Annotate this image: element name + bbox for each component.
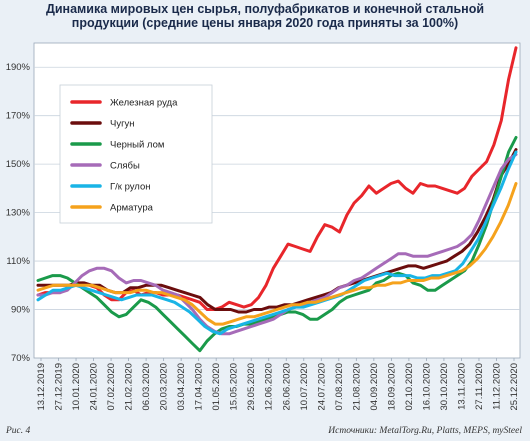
x-tick-label: 18.09.2020 — [386, 363, 397, 411]
figure-label: Рис. 4 — [6, 426, 31, 436]
title-line-2: продукции (средние цены января 2020 года… — [71, 16, 459, 30]
series-line-rebar — [36, 182, 518, 326]
x-tick-label: 25.12.2020 — [509, 363, 520, 411]
y-tick-label: 150% — [6, 159, 31, 170]
series-line-hrc — [36, 150, 518, 336]
legend-label: Слябы — [110, 161, 140, 172]
x-tick-label: 01.05.2020 — [211, 363, 222, 411]
x-tick-label: 30.10.2020 — [439, 363, 450, 411]
legend-label: Чугун — [110, 119, 135, 130]
legend-box — [59, 84, 213, 224]
x-tick-label: 26.06.2020 — [281, 363, 292, 411]
chart-title: Динамика мировых цен сырья, полуфабрикат… — [0, 2, 530, 30]
title-line-1: Динамика мировых цен сырья, полуфабрикат… — [45, 2, 485, 16]
legend-label: Черный лом — [110, 140, 164, 151]
x-tick-label: 02.10.2020 — [404, 363, 415, 411]
series-line-slabs — [36, 153, 518, 336]
x-tick-label: 29.05.2020 — [246, 363, 257, 411]
legend-label: Арматура — [110, 203, 154, 214]
x-tick-label: 27.11.2020 — [474, 363, 485, 410]
y-tick-label: 70% — [11, 353, 31, 364]
x-tick-label: 21.08.2020 — [351, 363, 362, 411]
x-tick-label: 03.04.2020 — [176, 363, 187, 411]
y-tick-label: 110% — [6, 256, 30, 267]
x-tick-label: 13.11.2020 — [456, 363, 467, 410]
y-tick-label: 170% — [6, 111, 31, 122]
x-tick-label: 10.07.2020 — [299, 363, 310, 411]
y-tick-label: 130% — [6, 208, 31, 219]
x-tick-label: 27.12.2019 — [54, 363, 65, 411]
x-tick-label: 16.10.2020 — [421, 363, 432, 411]
x-tick-label: 04.09.2020 — [369, 363, 380, 411]
x-tick-label: 20.03.2020 — [159, 363, 170, 411]
x-tick-label: 17.04.2020 — [194, 363, 205, 411]
sources-note: Источники: MetalTorg.Ru, Platts, MEPS, m… — [328, 426, 522, 436]
x-tick-label: 06.03.2020 — [141, 363, 152, 411]
y-tick-label: 90% — [11, 305, 31, 316]
x-tick-label: 11.12.2020 — [491, 363, 502, 410]
legend-label: Г/к рулон — [110, 182, 150, 193]
x-tick-label: 21.02.2020 — [124, 363, 135, 411]
x-tick-label: 10.01.2020 — [71, 363, 82, 411]
x-tick-label: 07.02.2020 — [106, 363, 117, 411]
x-tick-label: 15.05.2020 — [229, 363, 240, 411]
x-tick-label: 07.08.2020 — [334, 363, 345, 411]
x-tick-label: 12.06.2020 — [264, 363, 275, 411]
y-tick-label: 190% — [6, 62, 31, 73]
x-tick-label: 13.12.2019 — [36, 363, 47, 411]
legend-label: Железная руда — [110, 98, 178, 109]
x-tick-label: 24.07.2020 — [316, 363, 327, 411]
x-tick-label: 24.01.2020 — [89, 363, 100, 411]
